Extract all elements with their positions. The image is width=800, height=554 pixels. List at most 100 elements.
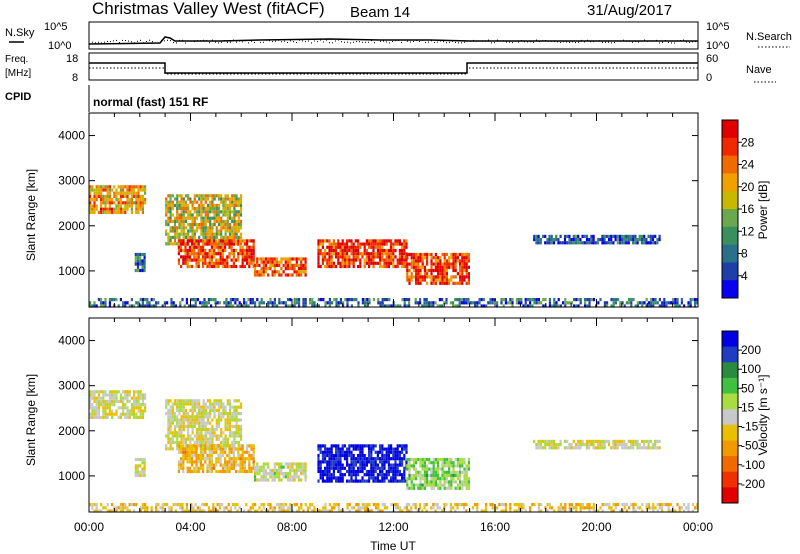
heatmap-cell [234, 506, 237, 510]
heatmap-cell [111, 188, 114, 192]
heatmap-cell [130, 204, 133, 208]
heatmap-cell [97, 210, 100, 214]
heatmap-cell [180, 457, 183, 461]
heatmap-cell [184, 200, 188, 204]
heatmap-cell [379, 469, 382, 474]
heatmap-cell [182, 408, 185, 412]
heatmap-cell [445, 298, 448, 302]
colorbar-segment [722, 377, 738, 394]
heatmap-cell [361, 453, 364, 458]
heatmap-cell [452, 252, 455, 257]
heatmap-cell [309, 503, 312, 507]
heatmap-cell [636, 238, 639, 242]
heatmap-cell [465, 509, 468, 513]
nsearch-dot [146, 41, 147, 42]
heatmap-cell [204, 457, 207, 461]
heatmap-cell [412, 262, 415, 266]
heatmap-cell [363, 248, 366, 253]
heatmap-cell [169, 213, 172, 217]
heatmap-cell [104, 298, 107, 302]
heatmap-cell [167, 412, 170, 416]
heatmap-cell [415, 457, 418, 462]
heatmap-cell [198, 405, 201, 409]
heatmap-cell [204, 428, 207, 432]
heatmap-cell [583, 443, 586, 447]
heatmap-cell [321, 258, 324, 262]
heatmap-cell [161, 509, 164, 513]
heatmap-cell [667, 509, 670, 513]
heatmap-cell [238, 506, 241, 510]
heatmap-cell [241, 239, 244, 243]
heatmap-cell [190, 503, 193, 507]
heatmap-cell [359, 444, 362, 448]
heatmap-cell [204, 412, 207, 416]
heatmap-cell [189, 440, 192, 444]
heatmap-cell [228, 245, 231, 249]
heatmap-cell [235, 258, 238, 262]
heatmap-cell [647, 241, 650, 245]
heatmap-cell [181, 503, 184, 507]
heatmap-cell [320, 298, 323, 302]
heatmap-cell [548, 439, 551, 443]
heatmap-cell [658, 234, 661, 238]
heatmap-cell [133, 503, 136, 507]
heatmap-cell [430, 304, 433, 308]
heatmap-cell [352, 447, 355, 451]
heatmap-cell [206, 264, 209, 269]
heatmap-cell [178, 428, 181, 432]
heatmap-cell [656, 238, 659, 242]
heatmap-cell [337, 444, 340, 448]
heatmap-cell [133, 185, 136, 189]
heatmap-cell [89, 207, 92, 211]
heatmap-cell [385, 248, 388, 253]
heatmap-cell [267, 462, 270, 466]
heatmap-cell [313, 506, 316, 510]
heatmap-cell [224, 440, 227, 444]
heatmap-cell [531, 304, 534, 308]
heatmap-cell [104, 506, 107, 510]
heatmap-cell [623, 241, 626, 245]
heatmap-cell [215, 264, 218, 269]
heatmap-cell [317, 242, 320, 246]
heatmap-cell [254, 304, 257, 308]
heatmap-cell [437, 262, 440, 266]
heatmap-cell [200, 437, 203, 441]
heatmap-cell [199, 463, 202, 467]
heatmap-cell [570, 506, 573, 510]
heatmap-cell [248, 463, 251, 467]
heatmap-cell [231, 210, 234, 214]
heatmap-cell [195, 412, 199, 416]
heatmap-cell [293, 263, 296, 267]
heatmap-cell [321, 469, 324, 474]
heatmap-cell [618, 439, 622, 443]
heatmap-cell [155, 503, 158, 507]
heatmap-cell [176, 197, 179, 201]
heatmap-cell [217, 261, 220, 265]
heatmap-cell [119, 399, 122, 403]
nsearch-dot [335, 40, 336, 42]
nsearch-dot [629, 40, 630, 42]
heatmap-cell [187, 402, 190, 406]
heatmap-cell [192, 298, 195, 302]
heatmap-cell [187, 399, 190, 403]
nsearch-dot [338, 39, 339, 41]
heatmap-cell [448, 483, 451, 487]
heatmap-cell [339, 301, 342, 305]
heatmap-cell [461, 464, 464, 468]
heatmap-cell [629, 439, 633, 443]
heatmap-cell [106, 207, 109, 211]
heatmap-cell [189, 408, 192, 412]
heatmap-cell [485, 503, 488, 507]
heatmap-cell [260, 301, 263, 305]
heatmap-cell [250, 453, 253, 458]
heatmap-cell [365, 469, 368, 474]
heatmap-cell [239, 252, 242, 256]
heatmap-cell [222, 226, 225, 230]
heatmap-cell [590, 238, 593, 242]
heatmap-cell [239, 457, 242, 461]
heatmap-cell [91, 204, 94, 208]
heatmap-cell [579, 298, 582, 302]
heatmap-cell [174, 503, 177, 507]
heatmap-cell [392, 479, 395, 483]
heatmap-cell [200, 428, 203, 432]
